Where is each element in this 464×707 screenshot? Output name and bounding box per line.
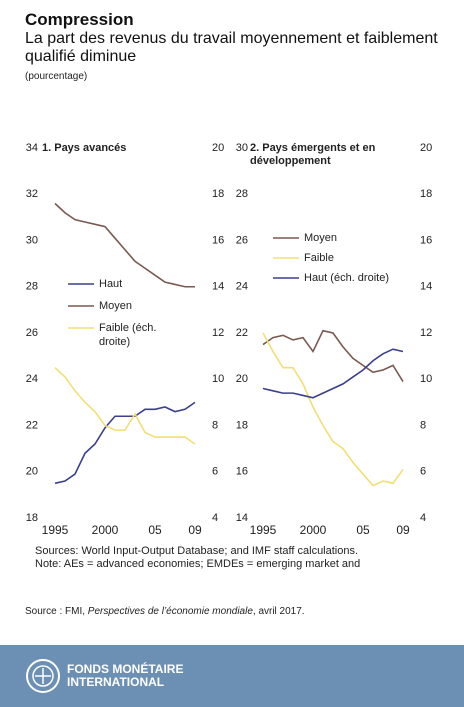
y2-tick-label: 16 [212, 234, 224, 246]
y-tick-label: 18 [26, 512, 38, 524]
legend-label: Moyen [304, 232, 338, 244]
y2-tick-label: 20 [420, 142, 432, 154]
panel-title: 2. Pays émergents et en développement [250, 142, 376, 167]
y-tick-label: 26 [26, 327, 38, 339]
legend-label: Moyen [99, 300, 133, 312]
notes: Sources: World Input-Output Database; an… [35, 545, 360, 571]
y2-tick-label: 14 [212, 281, 224, 293]
y-tick-label: 24 [236, 281, 248, 293]
y-tick-label: 28 [236, 188, 248, 200]
y-tick-label: 32 [26, 188, 38, 200]
legend-label: Faible [304, 252, 334, 264]
y2-tick-label: 8 [212, 419, 218, 431]
footer-band: FONDS MONÉTAIRE INTERNATIONAL [0, 645, 464, 707]
y-tick-label: 30 [236, 142, 248, 154]
y-tick-label: 18 [236, 419, 248, 431]
line-series [54, 401, 196, 485]
unit: (pourcentage) [25, 71, 88, 82]
note: Sources: World Input-Output Database; an… [35, 545, 359, 557]
x-tick-label: 09 [188, 523, 202, 537]
y-tick-label: 16 [236, 466, 248, 478]
y-tick-label: 22 [26, 419, 38, 431]
logo [26, 659, 60, 693]
y-tick-label: 26 [236, 234, 248, 246]
x-tick-label: 2000 [92, 523, 119, 537]
y-tick-label: 22 [236, 327, 248, 339]
x-tick-label: 09 [396, 523, 410, 537]
y2-tick-label: 10 [212, 373, 224, 385]
legend-label: Faible (éch. droite) [99, 322, 157, 348]
x-tick-label: 05 [148, 523, 162, 537]
line-series [54, 367, 196, 445]
footer-line: INTERNATIONAL [67, 675, 165, 689]
y2-tick-label: 18 [212, 188, 224, 200]
legend-label: Haut (éch. droite) [304, 272, 389, 284]
y-tick-label: 14 [236, 512, 248, 524]
y2-tick-label: 18 [420, 188, 432, 200]
y2-tick-label: 8 [420, 419, 426, 431]
source-prefix: Source : FMI, [25, 606, 88, 617]
y-tick-label: 30 [26, 234, 38, 246]
panel-title: 1. Pays avancés [42, 142, 127, 154]
x-tick-label: 1995 [42, 523, 69, 537]
source: Source : FMI, Perspectives de l’économie… [25, 606, 305, 617]
note: Note: AEs = advanced economies; EMDEs = … [35, 558, 361, 570]
x-tick-label: 1995 [250, 523, 277, 537]
y2-tick-label: 16 [420, 234, 432, 246]
source-suffix: , avril 2017. [252, 606, 305, 617]
y-tick-label: 34 [26, 142, 38, 154]
y2-tick-label: 6 [212, 466, 218, 478]
y-tick-label: 24 [26, 373, 38, 385]
footer-line: FONDS MONÉTAIRE [67, 662, 184, 676]
footer-text: FONDS MONÉTAIRE INTERNATIONAL [67, 663, 183, 689]
line-series [54, 202, 195, 288]
y2-tick-label: 6 [420, 466, 426, 478]
x-tick-label: 05 [356, 523, 370, 537]
y2-tick-label: 12 [212, 327, 224, 339]
x-tick-label: 2000 [300, 523, 327, 537]
line-series [262, 348, 404, 399]
source-publication: Perspectives de l’économie mondiale [87, 606, 253, 617]
y2-tick-label: 14 [420, 281, 432, 293]
line-series [262, 332, 404, 487]
y2-tick-label: 4 [212, 512, 218, 524]
y2-tick-label: 20 [212, 142, 224, 154]
title: Compression [25, 10, 134, 29]
y2-tick-label: 12 [420, 327, 432, 339]
y-tick-label: 28 [26, 281, 38, 293]
legend-label: Haut [99, 278, 123, 290]
line-series [262, 329, 404, 382]
y2-tick-label: 4 [420, 512, 426, 524]
y-tick-label: 20 [236, 373, 248, 385]
y-tick-label: 20 [26, 466, 38, 478]
y2-tick-label: 10 [420, 373, 432, 385]
subtitle: La part des revenus du travail moyenneme… [25, 30, 438, 65]
